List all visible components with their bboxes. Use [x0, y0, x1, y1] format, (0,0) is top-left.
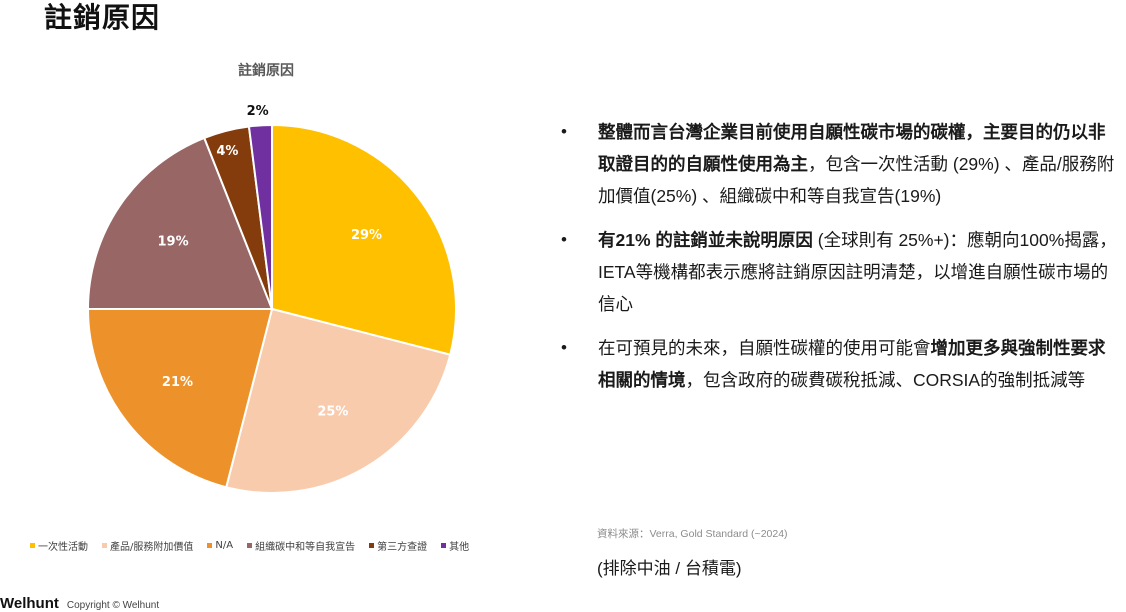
footer: Welhunt Copyright © Welhunt: [0, 595, 159, 612]
bullet-text-bold: 有21% 的註銷並未說明原因: [598, 230, 813, 250]
copyright-text: Copyright © Welhunt: [66, 600, 160, 611]
pie-slice-3: [86, 308, 274, 489]
pie-data-label-4: 19%: [158, 234, 189, 249]
source-note: 資料來源：Verra, Gold Standard (~2024): [597, 528, 788, 540]
legend-label: N/A: [215, 540, 234, 551]
bullet-text: 在可預見的未來，自願性碳權的使用可能會: [598, 338, 931, 358]
exclusion-note: (排除中油 / 台積電): [597, 559, 742, 578]
pie-data-label-3: 21%: [162, 375, 193, 390]
pie-slice-1: [271, 123, 457, 356]
bullet-text: ，包含政府的碳費碳稅抵減、CORSIA的強制抵減等: [685, 370, 1086, 390]
legend-item-1: 一次性活動: [30, 538, 88, 553]
legend-swatch: [369, 543, 375, 548]
pie-slice-4: [86, 136, 274, 310]
bullet-item-3: • 在可預見的未來，自願性碳權的使用可能會增加更多與強制性要求相關的情境，包含政府…: [556, 332, 1121, 396]
bullet-item-1: • 整體而言台灣企業目前使用自願性碳市場的碳權，主要目的仍以非取證目的的自願性使用…: [556, 116, 1121, 212]
pie-data-label-2: 25%: [317, 404, 348, 419]
legend-item-3: N/A: [207, 538, 233, 553]
bullet-text-bold: 整體而言台灣企業目前使用自願性碳市場的碳權，主要目的仍以非取證目的的自願性使用為…: [598, 122, 1106, 174]
chart-legend: 一次性活動 產品/服務附加價值 N/A 組織碳中和等自我宣告 第三方查證 其他: [30, 538, 483, 553]
bullet-icon: •: [561, 338, 567, 357]
legend-swatch: [247, 543, 253, 548]
legend-item-4: 組織碳中和等自我宣告: [247, 538, 355, 553]
pie-slice-2: [225, 307, 452, 494]
legend-swatch: [207, 543, 213, 548]
bullet-list: • 整體而言台灣企業目前使用自願性碳市場的碳權，主要目的仍以非取證目的的自願性使用…: [556, 116, 1121, 396]
legend-label: 組織碳中和等自我宣告: [255, 542, 356, 553]
bullet-text-bold: 增加更多與強制性要求相關的情境: [598, 338, 1106, 390]
legend-item-2: 產品/服務附加價值: [102, 538, 193, 553]
legend-label: 第三方查證: [377, 542, 428, 553]
pie-slice-6: [247, 123, 273, 310]
legend-label: 產品/服務附加價值: [110, 542, 194, 553]
pie-data-label-6: 2%: [247, 104, 269, 119]
legend-label: 其他: [449, 542, 470, 553]
bullet-icon: •: [561, 122, 567, 141]
brand-logo: Welhunt: [0, 595, 59, 612]
chart-title: 註銷原因: [238, 63, 294, 79]
legend-swatch: [102, 543, 107, 548]
bullet-icon: •: [561, 230, 567, 249]
pie-data-label-1: 29%: [351, 228, 382, 243]
legend-label: 一次性活動: [38, 542, 88, 553]
legend-item-6: 其他: [441, 538, 469, 553]
bullet-item-2: • 有21% 的註銷並未說明原因 (全球則有 25%+)：應朝向100%揭露，IE…: [556, 224, 1121, 320]
bullet-text: ，包含一次性活動 (29%) 、產品/服務附加價值(25%) 、組織碳中和等自我…: [598, 154, 1115, 206]
pie-chart: 29% 25% 21% 19% 4% 2%: [86, 104, 457, 494]
page-title: 註銷原因: [44, 1, 161, 34]
bullet-text: (全球則有 25%+)：應朝向100%揭露，IETA等機構都表示應將註銷原因註明…: [598, 230, 1117, 314]
legend-item-5: 第三方查證: [369, 538, 427, 553]
pie-data-label-5: 4%: [216, 144, 238, 159]
legend-swatch: [441, 543, 447, 548]
legend-swatch: [30, 543, 35, 548]
